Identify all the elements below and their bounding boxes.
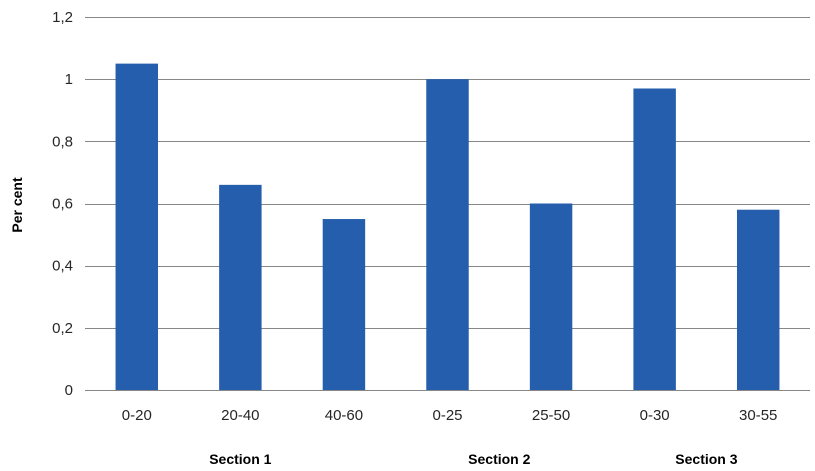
- y-tick-label: 0,6: [52, 196, 73, 213]
- bar: [633, 88, 676, 390]
- group-label: Section 1: [209, 451, 271, 467]
- x-tick-labels: 0-20 20-40 40-60 0-25 25-50 0-30 30-55: [122, 407, 778, 424]
- x-tick-label: 30-55: [739, 407, 777, 424]
- x-tick-label: 40-60: [325, 407, 363, 424]
- y-tick-label: 0: [65, 382, 73, 399]
- y-axis-title: Per cent: [9, 177, 25, 233]
- bar: [115, 63, 159, 390]
- x-tick-label: 0-30: [640, 407, 670, 424]
- y-tick-labels: 0 0,2 0,4 0,6 0,8 1 1,2: [52, 9, 73, 399]
- x-tick-label: 0-25: [432, 407, 462, 424]
- y-tick-label: 0,2: [52, 320, 73, 337]
- bar: [322, 219, 366, 390]
- bar: [529, 203, 573, 390]
- group-labels: Section 1 Section 2 Section 3: [209, 451, 738, 467]
- y-tick-label: 1,2: [52, 9, 73, 26]
- bar: [736, 209, 780, 390]
- group-label: Section 3: [675, 451, 737, 467]
- group-label: Section 2: [468, 451, 530, 467]
- bar: [426, 79, 469, 391]
- x-tick-label: 0-20: [122, 407, 152, 424]
- y-tick-label: 0,8: [52, 133, 73, 150]
- y-tick-label: 0,4: [52, 258, 73, 275]
- x-tick-label: 20-40: [221, 407, 259, 424]
- bar: [219, 184, 262, 390]
- y-tick-label: 1: [65, 71, 73, 88]
- bars: [115, 63, 780, 391]
- x-tick-label: 25-50: [532, 407, 570, 424]
